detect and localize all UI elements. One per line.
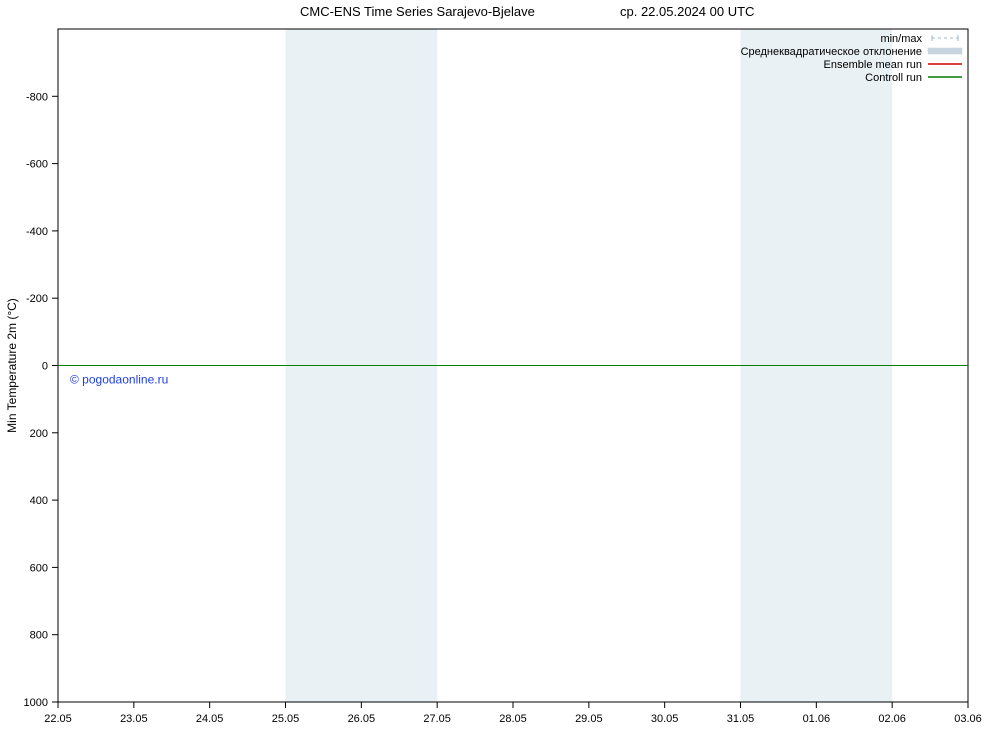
x-tick-label: 29.05 — [575, 713, 603, 725]
y-tick-label: 400 — [30, 495, 48, 507]
x-tick-label: 22.05 — [44, 713, 72, 725]
y-tick-label: -600 — [26, 159, 48, 171]
chart-container: -800 -600 -400 -200 0 200 400 600 800 1000 22.05 23… — [0, 0, 1000, 733]
y-tick-label: -400 — [26, 226, 48, 238]
x-tick-label: 30.05 — [651, 713, 679, 725]
watermark: © pogodaonline.ru — [70, 373, 168, 387]
x-tick-label: 26.05 — [348, 713, 376, 725]
x-tick-label: 27.05 — [423, 713, 451, 725]
x-tick-label: 01.06 — [803, 713, 831, 725]
y-tick-label: 600 — [30, 562, 48, 574]
y-axis-label: Min Temperature 2m (°C) — [5, 298, 19, 433]
y-tick-label: 200 — [30, 428, 48, 440]
y-tick-label: -800 — [26, 91, 48, 103]
title-left: CMC-ENS Time Series Sarajevo-Bjelave — [300, 4, 535, 19]
chart-svg: -800 -600 -400 -200 0 200 400 600 800 1000 22.05 23… — [0, 0, 1000, 733]
x-tick-label: 31.05 — [727, 713, 755, 725]
x-tick-label: 25.05 — [272, 713, 300, 725]
x-tick-label: 28.05 — [499, 713, 527, 725]
y-axis-ticks: -800 -600 -400 -200 0 200 400 600 800 1000 — [24, 91, 58, 709]
y-tick-label: 0 — [42, 361, 48, 373]
x-tick-label: 23.05 — [120, 713, 148, 725]
x-tick-label: 02.06 — [878, 713, 906, 725]
y-tick-label: 800 — [30, 630, 48, 642]
title-right: ср. 22.05.2024 00 UTC — [620, 4, 754, 19]
legend-item-label: Controll run — [865, 72, 922, 84]
x-tick-label: 03.06 — [954, 713, 982, 725]
legend-item-label: Среднеквадратическое отклонение — [741, 46, 922, 58]
chart-title: CMC-ENS Time Series Sarajevo-Bjelave ср. … — [300, 4, 754, 19]
y-tick-label: 1000 — [24, 697, 48, 709]
x-axis-ticks: 22.05 23.05 24.05 25.05 26.05 27.05 28.05 29.05… — [44, 702, 982, 725]
legend-item-label: min/max — [880, 33, 922, 45]
legend-item-label: Ensemble mean run — [824, 59, 922, 71]
y-tick-label: -200 — [26, 293, 48, 305]
x-tick-label: 24.05 — [196, 713, 224, 725]
